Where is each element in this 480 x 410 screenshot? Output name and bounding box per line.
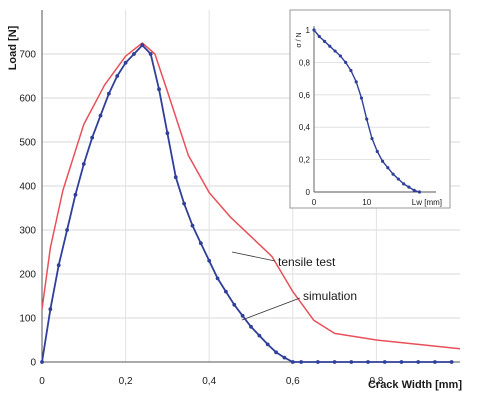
simulation-point-5 [81, 162, 86, 166]
simulation-point-7 [98, 113, 103, 118]
inset-y-tick-label-3: 0,6 [299, 91, 311, 100]
simulation-point-34 [349, 360, 354, 364]
simulation-point-15 [165, 131, 170, 136]
inset-point-12 [375, 149, 379, 154]
simulation-point-28 [274, 350, 278, 355]
simulation-point-18 [190, 223, 195, 228]
inset-point-7 [349, 68, 353, 73]
simulation-point-35 [366, 360, 370, 364]
inset-point-8 [354, 80, 358, 84]
inset-point-17 [402, 182, 406, 186]
simulation-point-21 [215, 276, 220, 281]
simulation-point-10 [123, 60, 128, 65]
y-tick-label-7: 700 [19, 50, 36, 61]
simulation-point-6 [90, 135, 95, 140]
inset-point-6 [344, 60, 348, 64]
simulation-point-13 [148, 52, 153, 56]
series-line-tensile-test [41, 42, 461, 350]
main-series [40, 42, 461, 364]
simulation-point-29 [282, 355, 287, 360]
inset-point-4 [333, 49, 337, 53]
simulation-point-9 [115, 74, 120, 78]
inset-point-14 [386, 166, 390, 170]
inset-y-tick-label-0: 0 [306, 188, 311, 197]
simulation-point-8 [106, 91, 111, 96]
simulation-point-30 [290, 360, 295, 364]
simulation-point-22 [224, 289, 228, 294]
y-tick-label-2: 200 [19, 270, 36, 281]
y-tick-label-3: 300 [19, 226, 36, 237]
simulation-point-33 [332, 360, 337, 364]
simulation-point-32 [315, 360, 320, 364]
simulation-point-1 [48, 307, 53, 312]
inset-point-19 [412, 188, 416, 192]
inset-chart: 00,20,40,60,810 10 Lw [mm]σ / N [289, 9, 451, 209]
inset-x-tick-label-0: 0 [312, 198, 317, 207]
tensile-test-leader [231, 251, 276, 262]
simulation-point-25 [249, 324, 253, 329]
inset-y-axis-label: σ / N [296, 32, 303, 47]
simulation-point-37 [399, 360, 404, 364]
simulation-point-2 [56, 263, 61, 268]
y-tick-label-5: 500 [19, 138, 36, 149]
simulation-point-23 [232, 302, 237, 307]
inset-point-10 [365, 117, 369, 121]
simulation-point-3 [65, 228, 69, 232]
simulation-point-0 [40, 360, 44, 364]
inset-frame [289, 9, 451, 209]
simulation-point-38 [416, 360, 421, 364]
y-tick-label-6: 600 [19, 94, 36, 105]
y-tick-label-0: 0 [30, 358, 36, 369]
annotation-tensile-test: tensile test [278, 255, 336, 269]
simulation-leader [241, 297, 301, 321]
inset-x-unit-label: Lw [mm] [412, 198, 442, 207]
simulation-point-20 [207, 258, 212, 263]
y-tick-label-1: 100 [19, 314, 36, 325]
simulation-point-39 [433, 360, 437, 364]
x-axis-label: Crack Width [mm] [368, 379, 462, 391]
simulation-point-36 [382, 360, 387, 364]
inset-point-9 [359, 96, 364, 100]
inset-point-1 [317, 34, 321, 39]
inset-point-0 [312, 28, 316, 32]
simulation-point-16 [173, 175, 178, 180]
inset-point-5 [338, 54, 342, 58]
x-tick-label-2: 0,4 [202, 376, 216, 387]
inset-y-tick-label-4: 0,8 [299, 58, 311, 67]
inset-y-tick-label-2: 0,4 [299, 123, 311, 132]
inset-point-16 [396, 177, 400, 181]
simulation-point-12 [140, 43, 145, 48]
simulation-point-14 [157, 87, 161, 92]
simulation-point-17 [182, 201, 187, 206]
inset-y-tick-label-5: 1 [306, 26, 311, 35]
simulation-point-4 [73, 192, 78, 197]
simulation-point-24 [240, 313, 245, 318]
y-tick-label-4: 400 [19, 182, 36, 193]
inset-y-tick-label-1: 0,2 [299, 156, 311, 165]
inset-point-3 [328, 44, 332, 48]
x-tick-label-4: 0,8 [369, 376, 383, 387]
inset-x-tick-label-1: 10 [362, 198, 371, 207]
annotation-simulation: simulation [303, 289, 357, 303]
simulation-point-11 [132, 52, 136, 56]
inset-point-11 [370, 136, 374, 141]
simulation-point-40 [449, 360, 454, 364]
inset-point-15 [391, 172, 395, 176]
simulation-point-27 [265, 342, 270, 347]
inset-point-2 [322, 39, 327, 43]
x-tick-label-0: 0 [39, 376, 45, 387]
inset-point-18 [407, 185, 411, 189]
y-axis-label: Load [N] [7, 25, 19, 70]
simulation-point-31 [299, 360, 304, 364]
inset-point-13 [380, 159, 385, 163]
simulation-point-26 [257, 333, 262, 338]
x-tick-label-3: 0,6 [286, 376, 300, 387]
x-tick-label-1: 0,2 [119, 376, 133, 387]
simulation-point-19 [198, 241, 203, 246]
inset-point-20 [417, 190, 422, 194]
